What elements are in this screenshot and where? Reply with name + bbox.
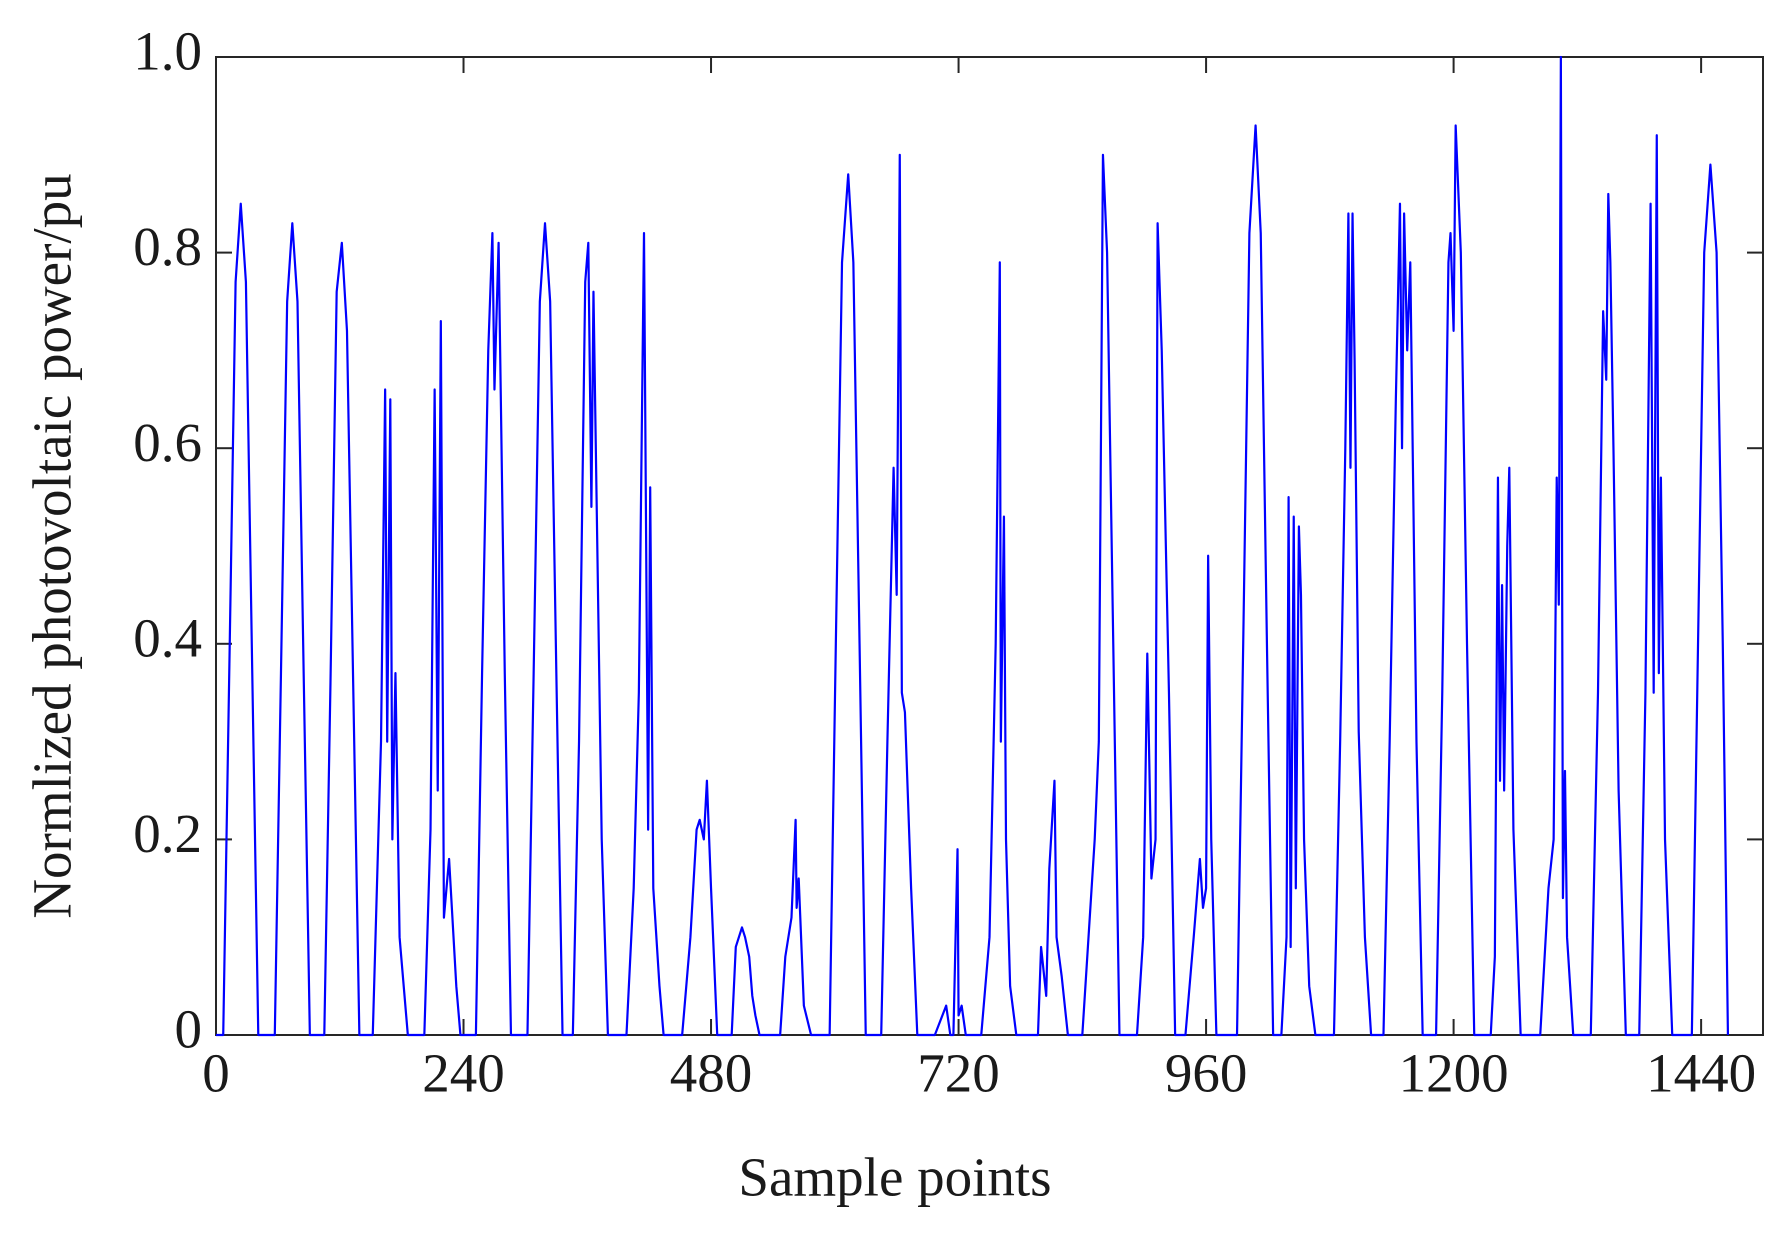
x-tick-label: 960	[1165, 1043, 1248, 1104]
y-tick-label: 0.8	[133, 216, 202, 277]
y-tick-label: 0.6	[133, 412, 202, 473]
x-tick-label: 1440	[1646, 1043, 1756, 1104]
x-tick-label: 0	[202, 1043, 230, 1104]
x-tick-label: 1200	[1399, 1043, 1509, 1104]
x-tick-label: 720	[917, 1043, 1000, 1104]
y-tick-label: 0.2	[133, 803, 202, 864]
y-tick-label: 0	[175, 999, 203, 1060]
y-axis-label: Normlized photovoltaic power/pu	[22, 173, 83, 918]
data-line	[216, 55, 1730, 1037]
y-tick-label: 1.0	[133, 21, 202, 82]
x-axis-label: Sample points	[738, 1147, 1051, 1208]
y-tick-label: 0.4	[133, 607, 202, 668]
plot-frame	[215, 56, 1764, 1036]
x-tick-label: 240	[422, 1043, 505, 1104]
x-tick-label: 480	[670, 1043, 753, 1104]
